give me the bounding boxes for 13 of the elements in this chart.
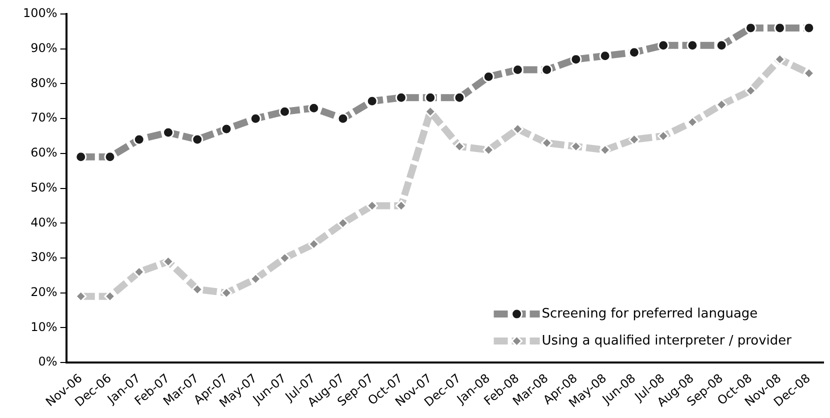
y-tick-label: 0% [38, 354, 58, 369]
legend-label: Screening for preferred language [542, 306, 758, 322]
y-tick-label: 30% [30, 250, 58, 264]
y-tick-label: 60% [30, 146, 58, 160]
y-tick-label: 100% [22, 6, 58, 20]
y-tick-label: 70% [30, 110, 58, 125]
y-tick-label: 40% [30, 215, 58, 230]
legend-label: Using a qualified interpreter / provider [542, 333, 792, 348]
y-tick-label: 10% [30, 320, 58, 334]
y-tick-label: 90% [30, 40, 58, 55]
y-tick-label: 80% [30, 76, 58, 90]
y-tick-label: 50% [30, 180, 58, 194]
y-tick-label: 20% [30, 284, 58, 299]
